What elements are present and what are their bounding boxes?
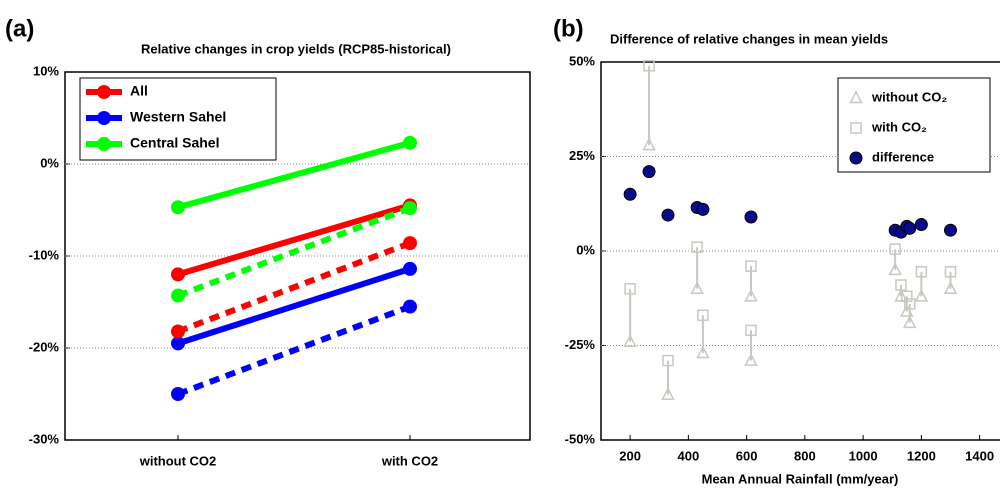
square-marker: [895, 279, 907, 291]
y-tick-label: 0%: [40, 155, 59, 170]
triangle-marker: [744, 288, 758, 302]
legend-label: All: [130, 83, 148, 99]
x-tick-label: with CO2: [381, 453, 438, 468]
panel-label: (a): [5, 15, 34, 42]
legend-marker: [97, 111, 111, 125]
triangle-marker: [661, 387, 675, 400]
point: [403, 261, 417, 276]
series-line: [177, 266, 411, 347]
legend-label: without CO₂: [871, 89, 947, 104]
x-axis-label: Mean Annual Rainfall (mm/year): [702, 471, 899, 486]
x-tick-label: without CO2: [139, 453, 217, 468]
square-marker: [889, 243, 901, 255]
square-marker: [745, 324, 757, 337]
x-tick-label: 400: [678, 448, 700, 463]
square-marker: [662, 354, 674, 367]
circle-marker: [623, 187, 637, 201]
circle-marker: [696, 202, 710, 216]
triangle-marker: [690, 281, 704, 295]
circle-marker: [661, 208, 675, 222]
square-marker: [915, 266, 928, 278]
legend-label: with CO₂: [871, 119, 927, 134]
triangle-marker: [900, 303, 914, 317]
series-line: [176, 303, 412, 397]
x-tick-label: 1000: [849, 448, 878, 463]
chart-title: Difference of relative changes in mean y…: [610, 31, 888, 46]
series-line: [177, 139, 411, 211]
chart-title: Relative changes in crop yields (RCP85-h…: [141, 41, 451, 56]
square-marker: [691, 241, 703, 253]
x-tick-label: 1200: [907, 448, 936, 463]
circle-marker: [914, 218, 928, 232]
square-marker: [944, 266, 957, 278]
x-tick-label: 1400: [965, 448, 994, 463]
y-tick-label: 0%: [576, 242, 595, 257]
square-marker: [850, 122, 862, 134]
series-line: [177, 202, 411, 278]
y-tick-label: -20%: [29, 339, 60, 354]
triangle-marker: [888, 262, 902, 276]
y-tick-label: 10%: [33, 63, 59, 78]
point: [171, 387, 185, 401]
square-marker: [697, 309, 709, 322]
point: [171, 200, 185, 215]
triangle-marker: [623, 334, 637, 347]
point: [403, 201, 417, 216]
square-marker: [745, 260, 757, 272]
point: [171, 324, 185, 339]
legend-label: difference: [872, 149, 934, 164]
circle-marker: [642, 165, 656, 179]
legend-box: [837, 77, 991, 173]
circle-marker: [943, 223, 957, 237]
point: [403, 236, 417, 251]
circle-marker: [744, 210, 758, 224]
triangle-marker: [642, 137, 656, 151]
x-tick-label: 600: [736, 448, 758, 463]
point: [171, 288, 185, 303]
y-tick-label: -30%: [29, 431, 60, 446]
legend-label: Central Sahel: [130, 135, 219, 151]
series-line: [176, 205, 412, 299]
triangle-marker: [849, 90, 863, 104]
legend-label: Western Sahel: [130, 109, 226, 125]
triangle-marker: [696, 345, 710, 359]
square-marker: [901, 290, 913, 303]
y-tick-label: -25%: [565, 337, 596, 352]
x-tick-label: 200: [619, 448, 641, 463]
square-marker: [903, 298, 916, 310]
point: [171, 336, 185, 351]
legend-marker: [97, 85, 111, 99]
triangle-marker: [914, 288, 929, 302]
y-tick-label: 25%: [569, 148, 595, 163]
triangle-marker: [894, 288, 908, 302]
y-tick-label: -50%: [565, 431, 596, 446]
circle-marker: [849, 151, 863, 165]
point: [403, 299, 417, 314]
triangle-marker: [902, 315, 917, 329]
x-tick-label: 800: [794, 448, 816, 463]
point: [403, 135, 417, 150]
square-marker: [624, 283, 636, 295]
series-line: [176, 240, 412, 335]
triangle-marker: [744, 353, 758, 366]
y-tick-label: -10%: [29, 247, 60, 262]
point: [171, 267, 185, 282]
square-marker: [643, 60, 655, 72]
circle-marker: [903, 221, 917, 235]
triangle-marker: [943, 281, 958, 295]
panel-label: (b): [553, 15, 584, 42]
y-tick-label: 50%: [569, 53, 595, 68]
legend-marker: [97, 137, 111, 151]
